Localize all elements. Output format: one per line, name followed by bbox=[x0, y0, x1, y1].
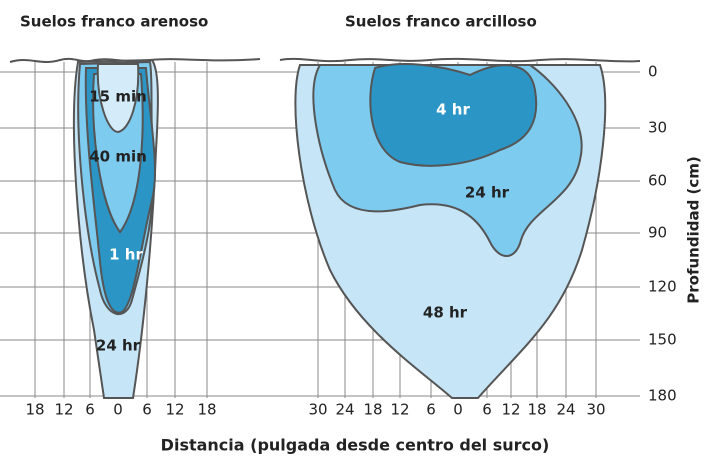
x-tick-label: 18 bbox=[197, 401, 216, 419]
y-axis-title: Profundidad (cm) bbox=[685, 156, 703, 304]
x-tick-label: 18 bbox=[363, 401, 382, 419]
x-tick-label: 12 bbox=[501, 401, 520, 419]
zone-label: 40 min bbox=[89, 148, 147, 166]
x-tick-label: 12 bbox=[165, 401, 184, 419]
zone-label: 48 hr bbox=[423, 304, 468, 322]
y-tick-label: 180 bbox=[648, 387, 677, 405]
y-tick-label: 120 bbox=[648, 278, 677, 296]
x-tick-label: 6 bbox=[482, 401, 492, 419]
zone-label: 1 hr bbox=[109, 246, 143, 264]
x-tick-label: 24 bbox=[335, 401, 354, 419]
y-tick-label: 60 bbox=[648, 172, 667, 190]
y-tick-label: 90 bbox=[648, 224, 667, 242]
x-tick-label: 12 bbox=[390, 401, 409, 419]
x-tick-label: 6 bbox=[426, 401, 436, 419]
y-tick-label: 0 bbox=[648, 63, 658, 81]
zone-label: 24 hr bbox=[96, 337, 141, 355]
x-tick-label: 30 bbox=[308, 401, 327, 419]
y-tick-label: 30 bbox=[648, 119, 667, 137]
zone-label: 24 hr bbox=[465, 184, 510, 202]
panel-title: Suelos franco arcilloso bbox=[345, 13, 537, 31]
x-tick-label: 12 bbox=[54, 401, 73, 419]
x-tick-label: 0 bbox=[113, 401, 123, 419]
x-tick-label: 24 bbox=[556, 401, 575, 419]
panel-title: Suelos franco arenoso bbox=[20, 13, 208, 31]
x-tick-label: 18 bbox=[527, 401, 546, 419]
y-tick-label: 150 bbox=[648, 331, 677, 349]
chart: Suelos franco arenoso Suelos franco arci… bbox=[0, 0, 707, 464]
zone-label: 4 hr bbox=[436, 101, 470, 119]
x-tick-label: 18 bbox=[25, 401, 44, 419]
x-tick-label: 6 bbox=[85, 401, 95, 419]
x-axis-title: Distancia (pulgada desde centro del surc… bbox=[161, 436, 550, 455]
x-tick-label: 6 bbox=[142, 401, 152, 419]
x-tick-label: 30 bbox=[586, 401, 605, 419]
zone-label: 15 min bbox=[89, 88, 147, 106]
x-tick-label: 0 bbox=[453, 401, 463, 419]
